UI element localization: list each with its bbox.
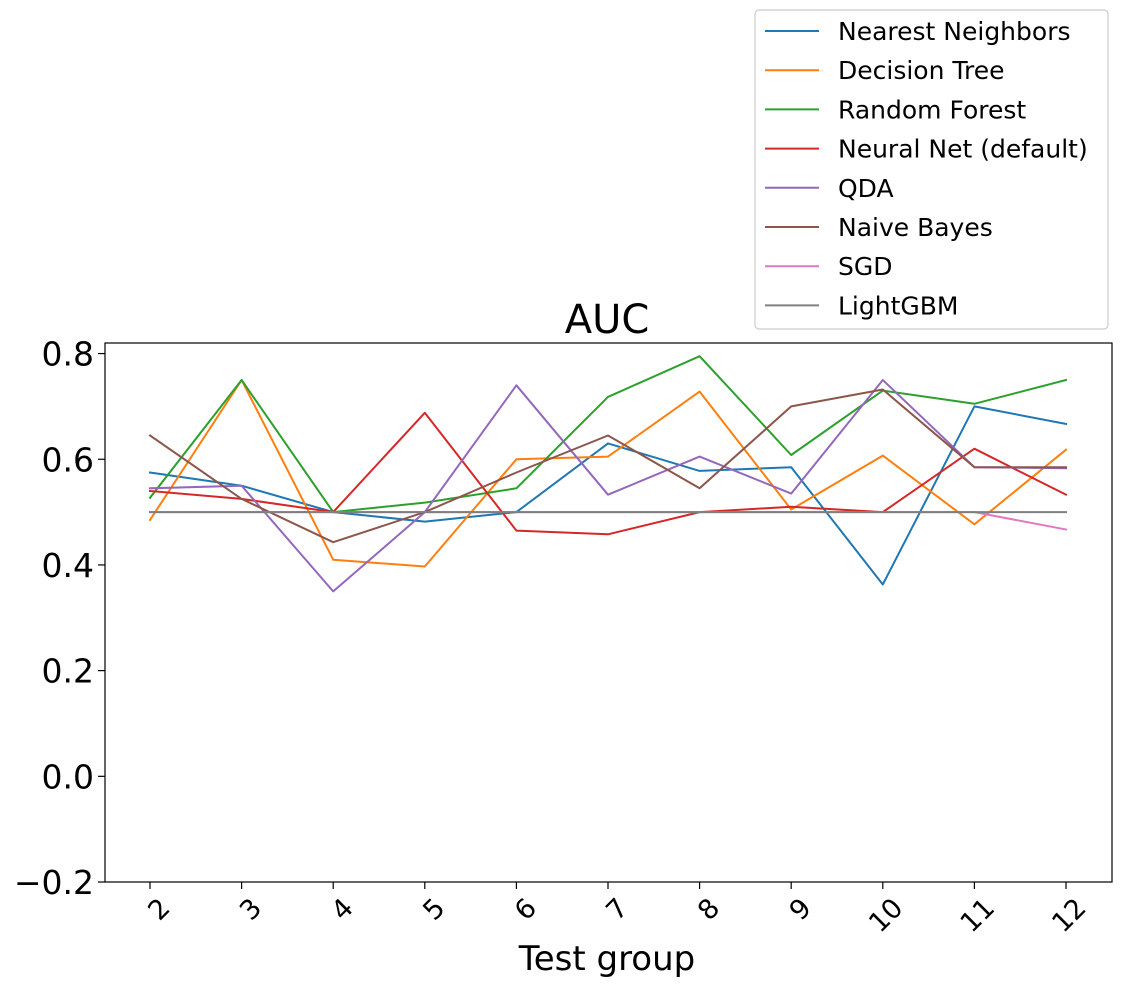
x-tick-label: 12: [1046, 893, 1092, 939]
y-tick-label: 0.2: [42, 652, 94, 691]
x-tick-label: 7: [600, 893, 634, 927]
y-tick-label: 0.8: [42, 335, 94, 374]
series-line-naive-bayes: [148, 388, 1067, 544]
y-axis: −0.2 0.0 0.2 0.4 0.6 0.8: [14, 335, 105, 902]
legend-label: Neural Net (default): [838, 135, 1088, 164]
series-layer: [148, 355, 1068, 593]
y-tick-label: −0.2: [14, 863, 94, 902]
chart-title: AUC: [565, 297, 650, 343]
legend-label: Random Forest: [838, 95, 1026, 124]
series-line-neural-net-default: [148, 411, 1068, 536]
legend-label: LightGBM: [838, 291, 958, 320]
y-tick-label: 0.6: [42, 440, 94, 479]
x-tick-label: 11: [955, 893, 1001, 939]
x-tick-label: 6: [509, 893, 543, 927]
legend-label: Decision Tree: [838, 56, 1004, 85]
x-tick-label: 5: [417, 893, 451, 927]
y-tick-label: 0.0: [42, 757, 94, 796]
legend-label: SGD: [838, 252, 893, 281]
legend-label: Naive Bayes: [838, 213, 993, 242]
series-line-nearest-neighbors: [148, 405, 1068, 586]
x-axis-label: Test group: [518, 939, 696, 979]
y-tick-label: 0.4: [42, 546, 94, 585]
legend-label: QDA: [838, 174, 894, 203]
series-line-qda: [148, 379, 1068, 593]
x-tick-label: 2: [142, 893, 176, 927]
x-tick-label: 10: [863, 893, 909, 939]
x-tick-label: 8: [692, 893, 726, 927]
plot-frame: [104, 342, 1113, 883]
legend-label: Nearest Neighbors: [838, 17, 1071, 46]
x-tick-label: 9: [784, 893, 818, 927]
legend-frame: [754, 9, 1109, 330]
series-line-random-forest: [148, 355, 1068, 514]
x-tick-label: 4: [326, 893, 360, 927]
x-tick-label: 3: [234, 893, 268, 927]
legend: Nearest Neighbors Decision Tree Random For…: [754, 9, 1109, 330]
series-line-decision-tree: [148, 379, 1068, 568]
x-axis: 2 3 4 5 6 7 8 9 10 11 12: [142, 882, 1093, 939]
